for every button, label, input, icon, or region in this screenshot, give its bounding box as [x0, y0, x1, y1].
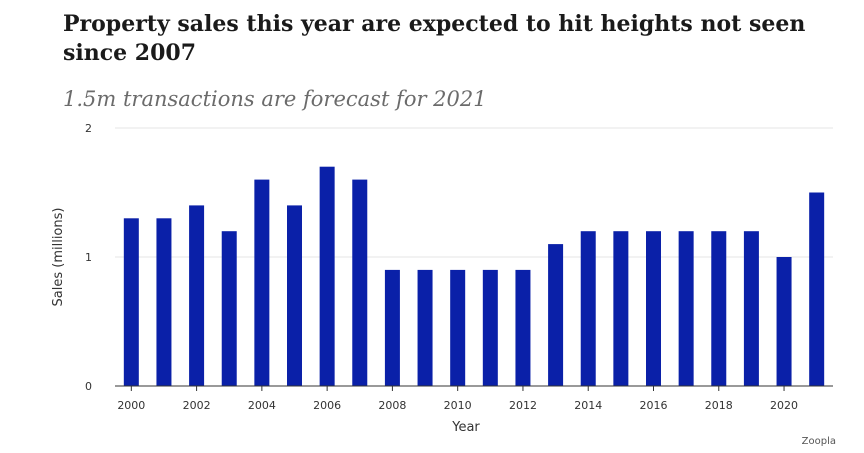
x-tick-label: 2018: [705, 399, 733, 412]
y-tick-label: 1: [85, 251, 92, 264]
chart-title: Property sales this year are expected to…: [63, 11, 806, 66]
x-tick-label: 2004: [248, 399, 276, 412]
axes: 0 1 2 2000 2002 2004 2006 2008 2010 2012 2014 2016 2…: [85, 122, 833, 412]
bar-2019: [743, 231, 759, 386]
bar-2007: [352, 179, 368, 386]
x-tick-label: 2014: [574, 399, 602, 412]
bar-2020: [776, 257, 792, 386]
bar-2018: [711, 231, 727, 386]
bar-2014: [580, 231, 596, 386]
bars: [123, 166, 825, 386]
x-tick-label: 2006: [313, 399, 341, 412]
y-tick-label: 0: [85, 380, 92, 393]
x-tick-label: 2010: [444, 399, 472, 412]
bar-2021: [809, 192, 825, 386]
x-axis-title: Year: [451, 420, 480, 435]
bar-2013: [548, 244, 564, 386]
bar-2001: [156, 218, 172, 386]
bar-2002: [189, 205, 205, 386]
x-tick-label: 2012: [509, 399, 537, 412]
bar-2010: [450, 269, 466, 386]
x-tick-label: 2016: [640, 399, 668, 412]
bar-2003: [221, 231, 237, 386]
chart-subtitle: 1.5m transactions are forecast for 2021: [63, 87, 487, 111]
bar-2012: [515, 269, 531, 386]
bar-2004: [254, 179, 270, 386]
y-axis-title: Sales (millions): [51, 208, 66, 307]
source-credit: Zoopla: [801, 436, 836, 447]
bar-2000: [123, 218, 139, 386]
bar-2006: [319, 166, 335, 386]
bar-2017: [678, 231, 694, 386]
x-tick-label: 2002: [183, 399, 211, 412]
bar-2009: [417, 269, 433, 386]
y-tick-label: 2: [85, 122, 92, 135]
bar-2008: [384, 269, 400, 386]
bar-2011: [482, 269, 498, 386]
x-tick-label: 2020: [770, 399, 798, 412]
bar-2016: [646, 231, 661, 386]
x-tick-label: 2000: [117, 399, 145, 412]
bar-2005: [287, 205, 302, 386]
x-tick-label: 2008: [378, 399, 406, 412]
bar-2015: [613, 231, 629, 386]
